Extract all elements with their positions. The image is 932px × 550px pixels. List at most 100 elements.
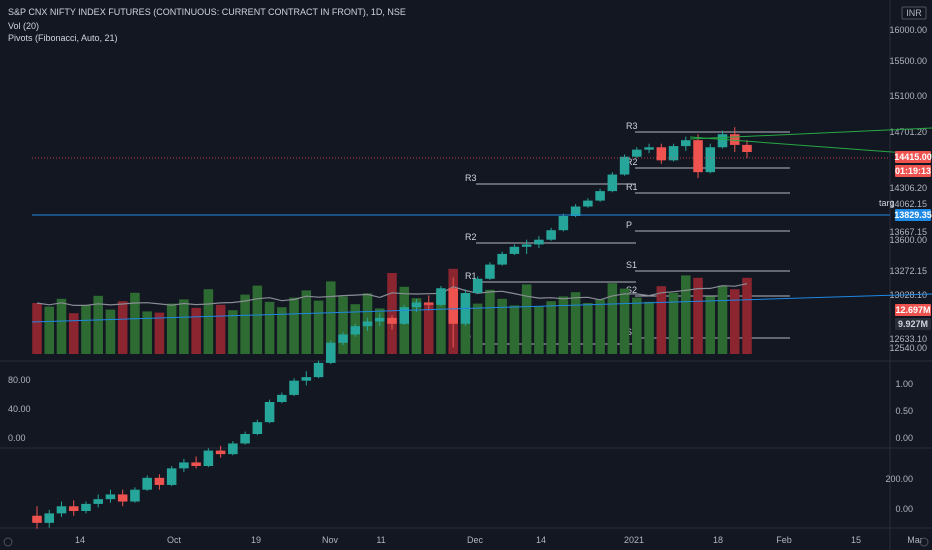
candle-body xyxy=(374,317,385,322)
volume-bar xyxy=(509,305,520,354)
symbol-title[interactable]: S&P CNX NIFTY INDEX FUTURES (CONTINUOUS:… xyxy=(8,7,406,17)
candle-body xyxy=(729,134,740,145)
candle-body xyxy=(436,288,446,305)
volume-ma-line xyxy=(36,283,748,306)
trend-ray[interactable] xyxy=(689,127,932,140)
currency-badge[interactable] xyxy=(901,6,927,20)
candle-body xyxy=(619,156,630,175)
timezone-icon[interactable] xyxy=(3,537,13,547)
volume-bar xyxy=(607,283,618,354)
candle-body xyxy=(534,239,544,245)
indicator-left-tick: 0.00 xyxy=(8,433,26,443)
volume-bar xyxy=(619,288,630,354)
price-axis-tick-label: 16000.00 xyxy=(889,25,927,35)
price-axis-tick-label: 13667.15 xyxy=(889,227,927,237)
pivot-label: R2 xyxy=(626,157,638,167)
currency-label: INR xyxy=(906,8,922,18)
settings-icon[interactable] xyxy=(919,537,929,547)
volume-bar xyxy=(693,277,703,354)
candle-body xyxy=(693,140,703,173)
candle-body xyxy=(570,206,581,216)
candle-body xyxy=(472,278,483,294)
horizontal-line-label: targ xyxy=(879,198,895,208)
time-axis-tick-label: 14 xyxy=(536,535,546,545)
candle-body xyxy=(117,494,128,502)
pivot-label: S2 xyxy=(626,285,637,295)
volume-bar xyxy=(656,286,667,354)
time-axis-tick-label: Feb xyxy=(776,535,792,545)
candle-body xyxy=(252,422,263,434)
volume-bar xyxy=(436,291,446,354)
price-axis-tick-label: 14062.15 xyxy=(889,199,927,209)
trendline[interactable] xyxy=(31,293,932,323)
time-axis-tick-label: 14 xyxy=(75,535,85,545)
candle-body xyxy=(154,477,165,485)
volume-bar xyxy=(166,303,177,354)
indicator-left-tick: 80.00 xyxy=(8,375,31,385)
pivot-label: P xyxy=(626,220,632,230)
pivot-label: R1 xyxy=(465,271,477,281)
candle-body xyxy=(717,134,728,148)
candle-body xyxy=(68,506,79,512)
price-tag xyxy=(895,209,931,221)
candle-body xyxy=(595,191,605,201)
candle-body xyxy=(240,433,250,444)
candle-body xyxy=(191,462,201,466)
volume-bar xyxy=(387,273,397,354)
candle-body xyxy=(105,494,116,500)
indicator-right-tick: 0.00 xyxy=(895,433,913,443)
price-tag-label: 12.697M xyxy=(895,305,930,315)
candle-body xyxy=(81,503,91,512)
candle-body xyxy=(583,200,593,207)
price-tag-label: 14415.00 xyxy=(894,152,932,162)
volume-bar xyxy=(570,292,581,354)
candle-body xyxy=(644,147,654,150)
price-axis-tick-label: 13272.15 xyxy=(889,266,927,276)
volume-bar xyxy=(485,289,495,354)
candle-body xyxy=(705,147,716,173)
volume-bar xyxy=(632,297,642,354)
indicator-right-tick: 0.50 xyxy=(895,406,913,416)
indicator-right-tick: 0.00 xyxy=(895,504,913,514)
candle-body xyxy=(742,144,752,153)
time-axis-tick-label: 19 xyxy=(251,535,261,545)
trend-ray[interactable] xyxy=(689,136,932,156)
volume-bar xyxy=(203,289,214,354)
pivots-indicator-label[interactable]: Pivots (Fibonacci, Auto, 21) xyxy=(8,33,118,43)
price-axis-tick-label: 14306.20 xyxy=(889,183,927,193)
price-tag-label: 9.927M xyxy=(898,319,928,329)
candle-body xyxy=(509,246,520,254)
volume-bar xyxy=(546,301,556,354)
candle-body xyxy=(264,402,275,423)
volume-bar xyxy=(534,306,544,354)
candle-body xyxy=(607,174,618,192)
volume-bar xyxy=(681,275,691,354)
candle-body xyxy=(130,489,140,502)
volume-bar xyxy=(179,299,189,354)
volume-bar xyxy=(44,306,55,354)
volume-bar xyxy=(228,310,238,354)
pivot-label: R2 xyxy=(465,232,477,242)
pivot-label: R3 xyxy=(626,121,638,131)
volume-bar xyxy=(497,298,507,354)
time-axis-tick-label: 11 xyxy=(376,535,385,545)
candle-body xyxy=(350,326,361,335)
volume-bar xyxy=(191,307,201,354)
volume-bar xyxy=(558,296,569,354)
volume-bar xyxy=(252,285,263,354)
price-tag xyxy=(895,304,931,316)
volume-bar xyxy=(644,301,654,354)
volume-indicator-label[interactable]: Vol (20) xyxy=(8,21,40,31)
candle-body xyxy=(301,377,312,381)
candle-body xyxy=(32,515,42,523)
volume-bar xyxy=(68,313,79,354)
candle-body xyxy=(656,147,667,161)
candle-body xyxy=(399,307,410,324)
volume-bar xyxy=(729,289,740,354)
candle-body xyxy=(142,477,152,490)
time-axis-tick-label: Mar xyxy=(907,535,923,545)
volume-bar xyxy=(472,303,483,354)
candle-body xyxy=(448,288,458,324)
time-axis-tick-label: 2021 xyxy=(624,535,644,545)
